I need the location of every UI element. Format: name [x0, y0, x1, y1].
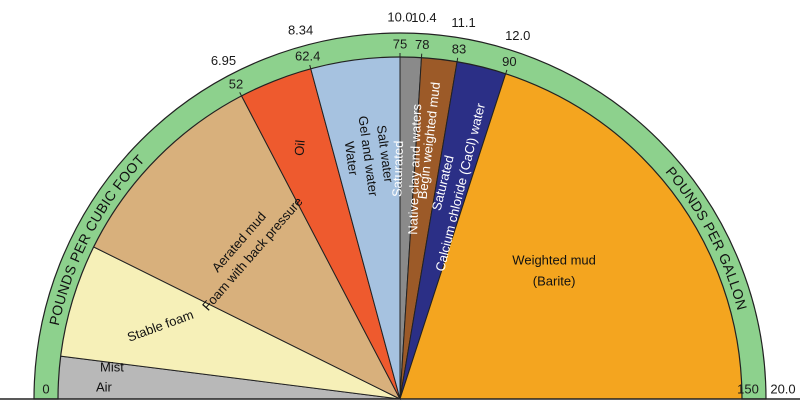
outer-tick-label: 10.4 — [411, 10, 436, 25]
label-air-mist-0: Mist — [100, 359, 124, 374]
inner-tick-label: 62.4 — [295, 49, 320, 64]
label-weighted-mud-1: (Barite) — [533, 273, 576, 288]
segments-layer — [56, 55, 744, 401]
scale-ticks: 0 52 62.4 75 78 83 90 150 6.95 8.34 10.010.4 11.1 12… — [42, 9, 795, 396]
tick-mark — [456, 57, 459, 62]
outer-tick-label: 8.34 — [288, 23, 313, 38]
label-native-clay-1: Native clay and waters — [405, 103, 424, 235]
outer-tick-label: 10.0 — [387, 9, 412, 24]
label-weighted-mud-0: Weighted mud — [512, 252, 596, 267]
label-air-mist-1: Air — [96, 379, 113, 394]
tick-mark — [309, 64, 312, 69]
inner-tick-label: 90 — [502, 54, 516, 69]
inner-tick-label: 52 — [229, 77, 243, 92]
outer-tick-label: 12.0 — [505, 28, 530, 43]
inner-tick-label: 78 — [415, 37, 429, 52]
inner-tick-label: 150 — [737, 381, 759, 396]
outer-tick-label: 11.1 — [451, 15, 475, 30]
label-native-clay-0: Saturated — [389, 140, 406, 197]
label-oil-0: Oil — [291, 139, 307, 156]
inner-tick-label: 75 — [393, 36, 407, 51]
label-gel-water-2: Water — [342, 140, 362, 177]
outer-tick-label: 20.0 — [770, 381, 795, 396]
inner-tick-label: 0 — [42, 381, 49, 396]
tick-mark — [505, 69, 508, 74]
inner-tick-label: 83 — [452, 41, 466, 56]
outer-tick-label: 6.95 — [211, 53, 236, 68]
tick-mark — [239, 92, 242, 97]
